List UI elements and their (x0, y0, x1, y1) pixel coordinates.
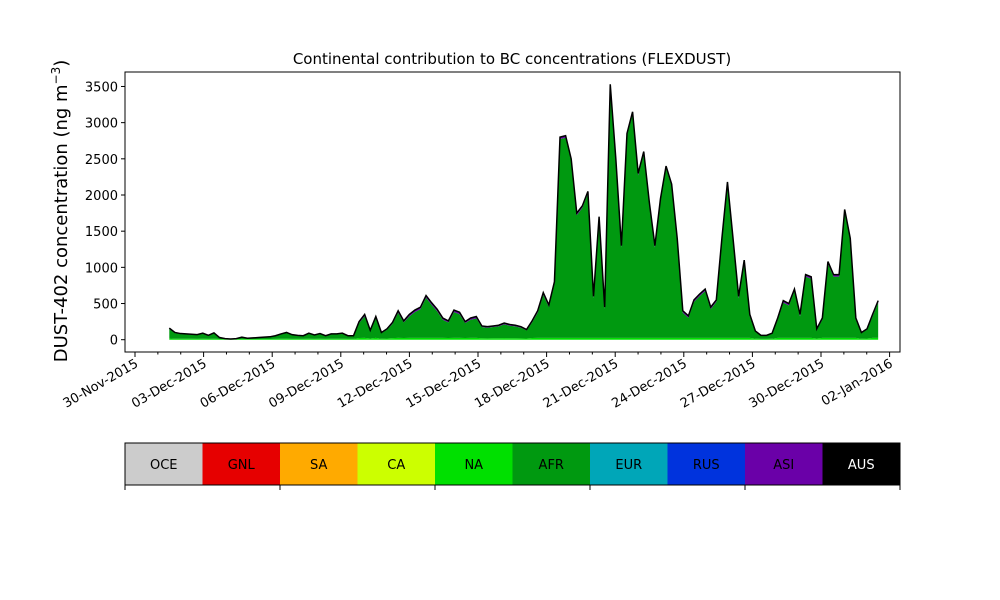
legend-swatch-asi (745, 443, 823, 485)
colorbar-legend: OCE GNL SA CA NA AFR EUR RUS ASI AUS (124, 442, 901, 490)
y-axis-label-main: DUST-402 concentration (ng m (51, 84, 72, 362)
area-series-na (169, 337, 879, 340)
legend-swatch-oce (125, 443, 203, 485)
legend-label-rus: RUS (693, 458, 720, 473)
legend-swatch-gnl (202, 443, 281, 485)
y-axis-label: DUST-402 concentration (ng m−3) (49, 60, 72, 363)
legend-swatch-ca (357, 443, 436, 485)
y-tick-label: 2000 (85, 189, 118, 204)
legend-swatch-na (435, 443, 513, 485)
y-axis-label-close: ) (51, 60, 72, 67)
legend-label-sa: SA (310, 458, 327, 473)
legend-label-aus: AUS (848, 458, 875, 473)
y-tick-label: 0 (110, 334, 118, 349)
y-tick-label: 3000 (85, 117, 118, 132)
y-tick-label: 3500 (85, 80, 118, 95)
total-line (168, 84, 879, 340)
legend-label-ca: CA (387, 458, 405, 473)
legend-swatch-eur (590, 443, 668, 485)
y-tick-label: 1000 (85, 261, 118, 276)
legend-label-afr: AFR (539, 458, 564, 473)
legend-swatch-sa (280, 443, 358, 485)
y-axis-label-superscript: −3 (49, 67, 63, 85)
y-tick-label: 1500 (85, 225, 118, 240)
y-tick-label: 500 (93, 298, 118, 313)
legend-swatch-rus (667, 443, 746, 485)
legend-swatch-aus (822, 443, 901, 485)
legend-label-oce: OCE (150, 458, 178, 473)
legend-label-eur: EUR (615, 458, 642, 473)
chart-title: Continental contribution to BC concentra… (293, 50, 731, 68)
y-tick-label: 2500 (85, 153, 118, 168)
plot-frame (124, 71, 901, 353)
area-series-afr (169, 86, 879, 340)
legend-label-gnl: GNL (228, 458, 256, 473)
legend-frame (124, 442, 901, 486)
legend-label-na: NA (464, 458, 483, 473)
legend-label-asi: ASI (773, 458, 794, 473)
legend-swatch-afr (512, 443, 591, 485)
